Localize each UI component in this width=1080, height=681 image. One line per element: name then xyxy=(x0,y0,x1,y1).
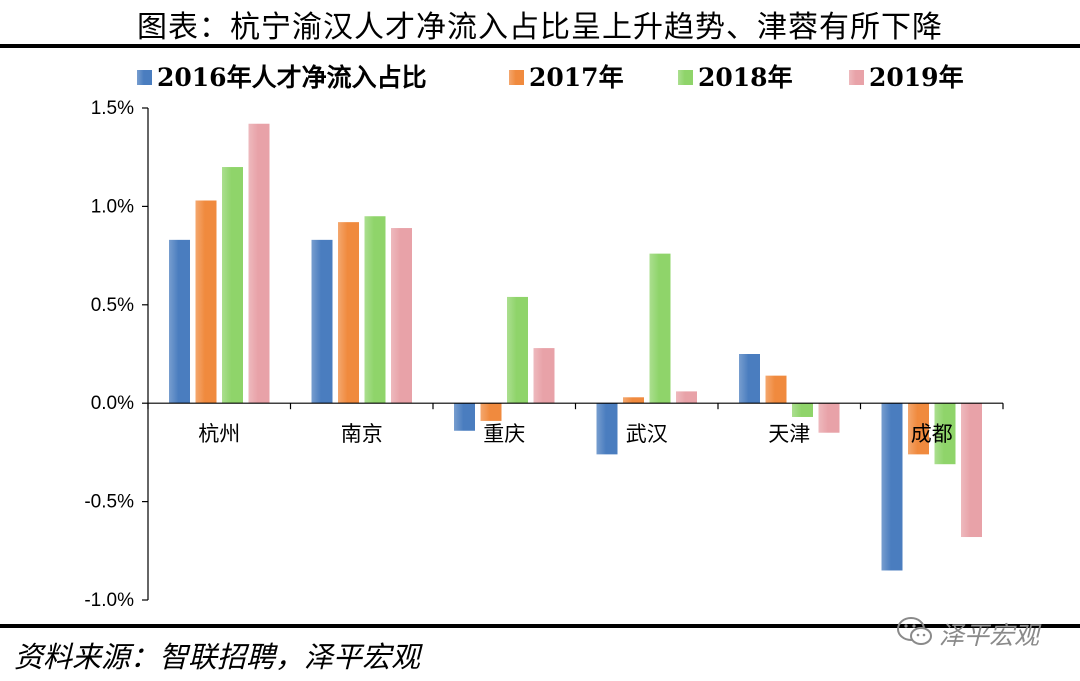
bar xyxy=(623,397,644,404)
bar xyxy=(533,348,555,404)
bottom-rule xyxy=(0,624,1080,628)
y-tick-label: 0.5% xyxy=(91,295,134,316)
bar xyxy=(311,239,333,404)
legend-swatch xyxy=(678,70,693,85)
bar xyxy=(222,167,243,404)
legend-label: 2018年 xyxy=(698,63,793,92)
bar xyxy=(676,391,697,404)
bar xyxy=(391,228,412,404)
bar xyxy=(169,239,190,404)
legend-label: 2017年 xyxy=(529,63,624,92)
bar xyxy=(881,403,903,571)
x-category-label: 成都 xyxy=(911,422,953,446)
bar xyxy=(908,403,929,455)
x-category-label: 天津 xyxy=(768,422,810,446)
x-category-label: 重庆 xyxy=(483,422,525,446)
x-category-label: 杭州 xyxy=(198,422,240,446)
y-tick-label: -0.5% xyxy=(84,492,134,513)
x-category-label: 南京 xyxy=(341,422,383,446)
bar xyxy=(480,403,502,421)
bar-chart: 2016年人才净流入占比 2017年 2018年 2019年 -1.0% -0.5% 0.… xyxy=(84,63,1004,611)
wechat-icon xyxy=(897,617,932,645)
y-tick-label: 1.0% xyxy=(91,196,134,217)
x-category-label: 武汉 xyxy=(626,422,668,446)
top-rule xyxy=(0,44,1080,48)
legend: 2016年人才净流入占比 2017年 2018年 2019年 xyxy=(137,63,964,92)
legend-label: 2016年人才净流入占比 xyxy=(157,63,427,92)
bar xyxy=(596,403,618,455)
chart-title: 图表：杭宁渝汉人才净流入占比呈上升趋势、津蓉有所下降 xyxy=(137,10,943,45)
bar xyxy=(507,296,528,404)
bar xyxy=(739,354,760,404)
source-note: 资料来源：智联招聘，泽平宏观 xyxy=(14,640,421,674)
bar xyxy=(248,123,270,404)
bar xyxy=(934,403,956,465)
bar xyxy=(338,222,359,404)
bars xyxy=(169,123,982,571)
bar xyxy=(792,403,813,417)
y-tick-label: 1.5% xyxy=(91,98,134,119)
bar xyxy=(961,403,982,538)
bar xyxy=(195,200,217,404)
bar xyxy=(454,403,475,431)
legend-label: 2019年 xyxy=(869,63,964,92)
y-axis: -1.0% -0.5% 0.0% 0.5% 1.0% 1.5% xyxy=(84,98,149,611)
bar xyxy=(765,375,787,404)
bar xyxy=(364,216,386,404)
legend-swatch xyxy=(849,70,864,85)
y-tick-label: 0.0% xyxy=(91,393,134,414)
watermark: 泽平宏观 xyxy=(895,612,1065,652)
bar xyxy=(649,253,671,404)
bar xyxy=(818,403,840,433)
x-axis: 杭州 南京 重庆 武汉 天津 成都 xyxy=(147,402,1004,446)
watermark-text: 泽平宏观 xyxy=(939,621,1040,650)
y-tick-label: -1.0% xyxy=(84,590,134,611)
legend-swatch xyxy=(509,70,524,85)
legend-swatch xyxy=(137,70,152,85)
